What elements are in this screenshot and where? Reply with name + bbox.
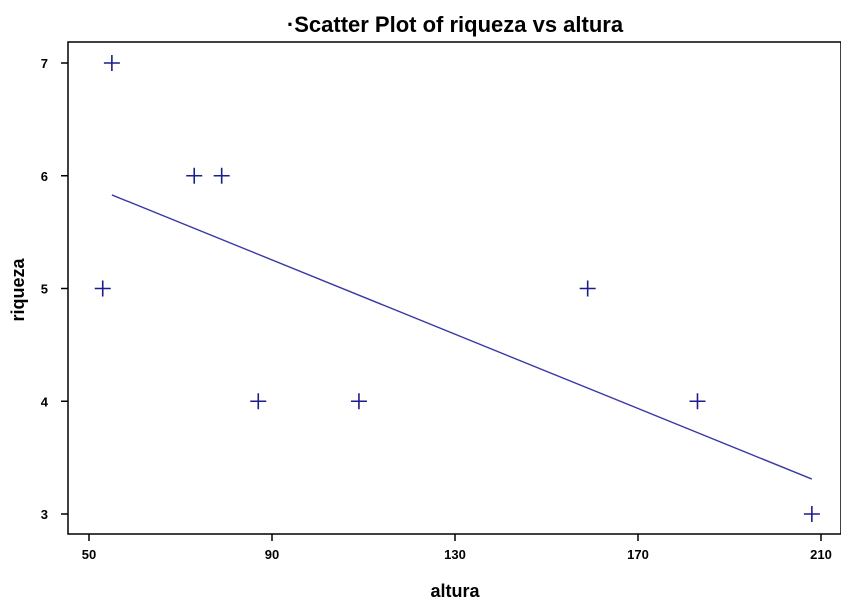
x-axis-label: altura xyxy=(430,581,480,601)
data-point xyxy=(213,167,230,184)
y-tick-label: 6 xyxy=(41,169,48,184)
data-point xyxy=(803,506,820,522)
data-point xyxy=(689,393,706,410)
x-tick-label: 50 xyxy=(82,547,96,562)
data-point xyxy=(250,393,267,410)
data-point xyxy=(186,167,203,184)
y-tick-label: 3 xyxy=(41,507,48,522)
y-axis-ticks: 3 4 5 6 7 xyxy=(41,56,68,522)
y-tick-label: 4 xyxy=(41,394,49,409)
x-axis-ticks: 50 90 130 170 210 xyxy=(82,534,832,562)
data-point xyxy=(350,393,367,410)
x-tick-label: 210 xyxy=(810,547,832,562)
regression-line xyxy=(111,194,813,480)
y-tick-label: 7 xyxy=(41,56,48,71)
data-point xyxy=(103,55,120,71)
y-tick-label: 5 xyxy=(41,282,48,297)
regression-line-group xyxy=(111,194,813,480)
x-tick-label: 170 xyxy=(627,547,649,562)
y-axis-label: riqueza xyxy=(8,258,28,322)
plot-frame xyxy=(67,41,841,535)
x-tick-label: 130 xyxy=(444,547,466,562)
chart-title: ·Scatter Plot of riqueza vs altura xyxy=(287,12,624,37)
data-point xyxy=(579,280,596,297)
x-tick-label: 90 xyxy=(265,547,279,562)
data-points xyxy=(94,55,820,522)
data-point xyxy=(94,280,111,297)
